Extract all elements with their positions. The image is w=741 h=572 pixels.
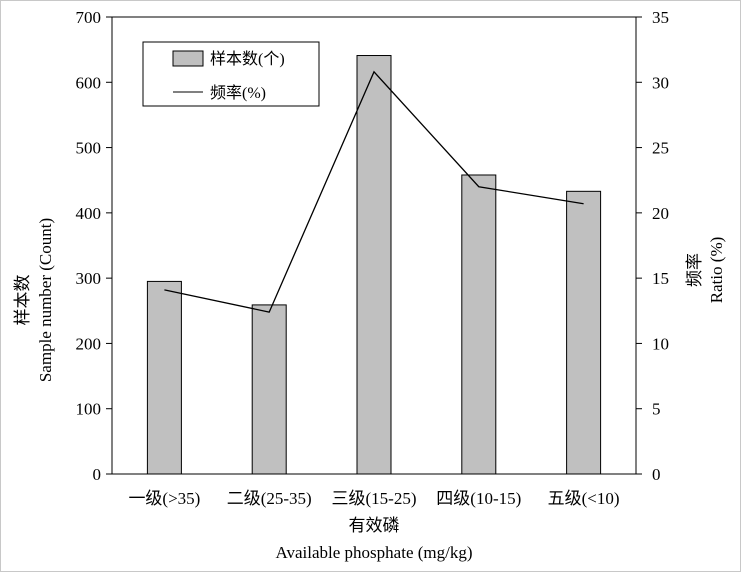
left-tick-label: 100	[76, 400, 102, 419]
legend-box	[142, 41, 320, 107]
right-tick-label: 5	[652, 400, 661, 419]
left-tick-label: 200	[76, 334, 102, 353]
left-tick-label: 400	[76, 204, 102, 223]
left-tick-label: 0	[93, 465, 102, 484]
x-tick-label: 五级(<10)	[548, 489, 620, 508]
x-axis-title-cn: 有效磷	[349, 516, 400, 535]
right-tick-label: 0	[652, 465, 661, 484]
x-tick-label: 四级(10-15)	[436, 489, 521, 508]
y-axis-right-title-cn: 频率	[685, 253, 704, 287]
x-tick-label: 三级(15-25)	[332, 489, 417, 508]
legend-line-label: 频率(%)	[210, 84, 266, 102]
y-axis-right-title-en: Ratio (%)	[707, 237, 726, 304]
bar-5	[566, 190, 602, 475]
right-tick-label: 15	[652, 269, 669, 288]
right-tick-label: 20	[652, 204, 669, 223]
bar-1	[146, 280, 182, 475]
right-tick-label: 25	[652, 139, 669, 158]
left-tick-label: 600	[76, 73, 102, 92]
y-axis-left-title-cn: 样本数	[13, 275, 32, 326]
bar-3	[356, 55, 392, 475]
bar-4	[461, 174, 497, 475]
ratio-line-series	[164, 70, 584, 313]
x-tick-label: 一级(>35)	[128, 489, 200, 508]
right-tick-label: 30	[652, 73, 669, 92]
legend-bar-label: 样本数(个)	[210, 50, 285, 68]
left-tick-label: 300	[76, 269, 102, 288]
x-tick-label: 二级(25-35)	[227, 489, 312, 508]
left-tick-label: 700	[76, 8, 102, 27]
bar-2	[251, 304, 287, 475]
left-tick-label: 500	[76, 139, 102, 158]
x-axis-title-en: Available phosphate (mg/kg)	[275, 543, 472, 562]
right-tick-label: 35	[652, 8, 669, 27]
y-axis-left-title-en: Sample number (Count)	[36, 218, 55, 382]
legend-bar-swatch	[172, 50, 204, 67]
right-tick-label: 10	[652, 334, 669, 353]
